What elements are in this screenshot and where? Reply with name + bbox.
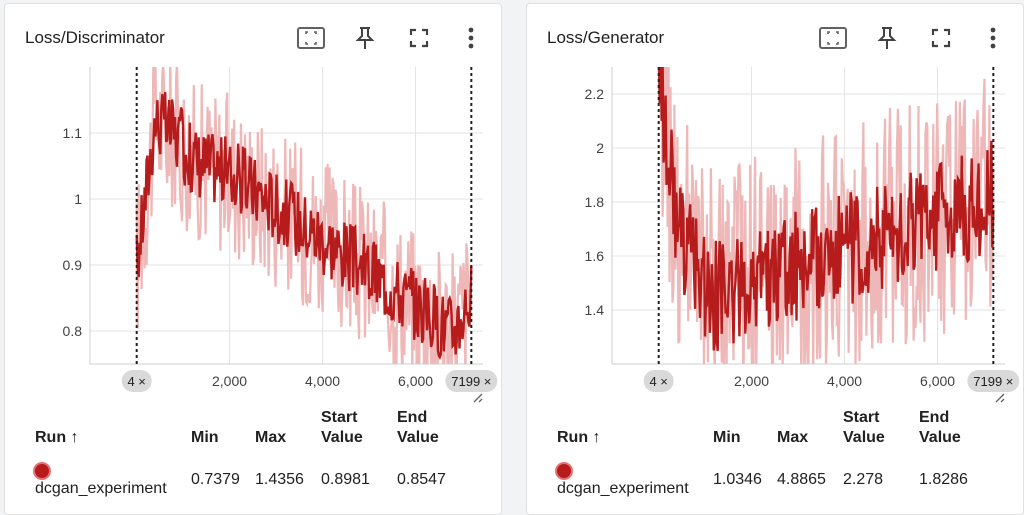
range-end-pill-label: 7199 × [451, 374, 491, 389]
range-end-pill-bg [445, 370, 498, 392]
fullscreen-button[interactable] [927, 24, 955, 52]
table-header-row: Run ↑ Min Max Start Value End Value [35, 408, 452, 456]
pin-button[interactable] [873, 24, 901, 52]
y-tick-label: 0.8 [63, 323, 83, 339]
column-header-min: Min [191, 429, 219, 446]
table-header-row: Run ↑ Min Max Start Value End Value [557, 408, 974, 456]
y-tick-label: 1.8 [585, 194, 605, 210]
column-header-max: Max [255, 429, 287, 446]
range-start-pill-label: 4 × [127, 374, 145, 389]
x-tick-label: 6,000 [920, 373, 955, 389]
start-value: 2.278 [843, 471, 884, 488]
resize-handle[interactable] [471, 390, 483, 408]
y-tick-label: 2.2 [585, 86, 605, 102]
runs-table: Run ↑ Min Max Start Value End Value dcgan_… [557, 408, 974, 498]
pin-button[interactable] [351, 24, 379, 52]
y-tick-label: 1 [74, 191, 82, 207]
column-header-max: Max [777, 429, 809, 446]
x-tick-label: 4,000 [827, 373, 862, 389]
column-header-start: Start Value [843, 409, 885, 446]
y-tick-label: 0.9 [63, 257, 83, 273]
more-options-button[interactable] [979, 24, 1007, 52]
fullscreen-icon [409, 28, 429, 48]
range-start-pill-label: 4 × [649, 374, 667, 389]
max-value: 4.8865 [777, 471, 826, 488]
fit-domain-button[interactable] [819, 24, 847, 52]
x-tick-label: 6,000 [398, 373, 433, 389]
column-header-start: Start Value [321, 409, 363, 446]
range-end-pill: 7199 × [445, 370, 498, 392]
range-start-pill-bg [121, 370, 152, 392]
max-value: 1.4356 [255, 471, 304, 488]
raw-series-line [660, 67, 995, 364]
column-header-end: End Value [919, 409, 961, 446]
end-value: 0.8547 [397, 471, 446, 488]
range-end-pill-bg [967, 370, 1020, 392]
range-start-pill: 4 × [121, 370, 152, 392]
y-tick-label: 1.1 [63, 125, 83, 141]
more-vert-icon [468, 27, 474, 49]
x-tick-label: 4,000 [305, 373, 340, 389]
runs-table: Run ↑ Min Max Start Value End Value dcgan_… [35, 408, 452, 498]
resize-handle[interactable] [993, 390, 1005, 408]
column-header-min: Min [713, 429, 741, 446]
series-group [657, 67, 995, 364]
pin-icon [877, 27, 897, 49]
end-value: 1.8286 [919, 471, 968, 488]
column-header-end: End Value [397, 409, 439, 446]
fullscreen-button[interactable] [405, 24, 433, 52]
column-header-run[interactable]: Run ↑ [35, 429, 79, 446]
run-name: dcgan_experiment [35, 480, 167, 497]
min-value: 0.7379 [191, 471, 240, 488]
range-end-pill-label: 7199 × [973, 374, 1013, 389]
table-row: dcgan_experiment 0.7379 1.4356 0.8981 0.… [35, 456, 452, 498]
run-color-dot [35, 463, 49, 478]
more-options-button[interactable] [457, 24, 485, 52]
x-tick-label: 2,000 [212, 373, 247, 389]
fit-domain-icon [297, 27, 325, 49]
y-tick-label: 1.6 [585, 248, 605, 264]
y-tick-label: 2 [596, 140, 604, 156]
card-title: Loss/Generator [547, 28, 665, 47]
resize-icon [473, 393, 483, 403]
range-start-pill-bg [643, 370, 674, 392]
pin-icon [355, 27, 375, 49]
smoothed-series-line [135, 92, 473, 360]
chart-card-generator: Loss/Generator 1.4 1.6 1.8 2 2.2 2,000 4,000 6,… [526, 3, 1024, 515]
min-value: 1.0346 [713, 471, 762, 488]
resize-icon [995, 393, 1005, 403]
run-cell: dcgan_experiment [557, 456, 713, 498]
run-cell: dcgan_experiment [35, 456, 191, 498]
line-chart[interactable]: 1.4 1.6 1.8 2 2.2 2,000 4,000 6,000 4 × 7199 × [527, 4, 1024, 414]
y-tick-label: 1.4 [585, 302, 605, 318]
fit-domain-icon [819, 27, 847, 49]
smoothed-series-line [657, 67, 995, 351]
column-header-run[interactable]: Run ↑ [557, 429, 601, 446]
card-title: Loss/Discriminator [25, 28, 165, 47]
run-name: dcgan_experiment [557, 480, 689, 497]
more-vert-icon [990, 27, 996, 49]
line-chart[interactable]: 0.8 0.9 1 1.1 2,000 4,000 6,000 4 × 7199 × [5, 4, 502, 414]
chart-card-discriminator: Loss/Discriminator 0.8 0.9 1 1.1 2,000 4,000 6… [4, 3, 502, 515]
fit-domain-button[interactable] [297, 24, 325, 52]
start-value: 0.8981 [321, 471, 370, 488]
range-end-pill: 7199 × [967, 370, 1020, 392]
run-color-dot [557, 463, 571, 478]
range-start-pill: 4 × [643, 370, 674, 392]
x-tick-label: 2,000 [734, 373, 769, 389]
fullscreen-icon [931, 28, 951, 48]
series-group [135, 67, 473, 364]
table-row: dcgan_experiment 1.0346 4.8865 2.278 1.8… [557, 456, 974, 498]
